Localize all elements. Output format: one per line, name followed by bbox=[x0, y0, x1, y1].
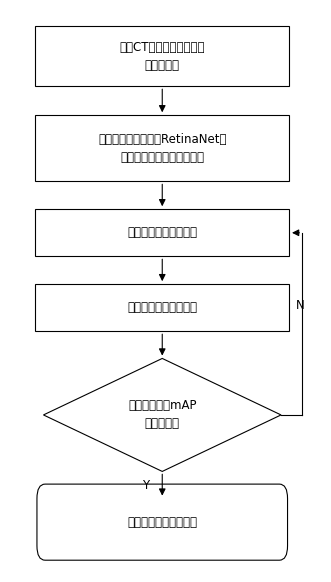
Text: 模型是否满足mAP
评估指标？: 模型是否满足mAP 评估指标？ bbox=[128, 399, 197, 431]
FancyBboxPatch shape bbox=[35, 284, 289, 331]
FancyBboxPatch shape bbox=[35, 26, 289, 86]
Text: 颅脑CT检查数据集准备及
数据预处理: 颅脑CT检查数据集准备及 数据预处理 bbox=[119, 41, 205, 72]
Text: 颅内出血检测模型训练: 颅内出血检测模型训练 bbox=[127, 226, 197, 239]
Text: 颅内出血检测模型验证: 颅内出血检测模型验证 bbox=[127, 301, 197, 314]
Text: 融合调窗优化模块和RetinaNet网
络的颅内出血检测模型构建: 融合调窗优化模块和RetinaNet网 络的颅内出血检测模型构建 bbox=[98, 133, 226, 164]
FancyBboxPatch shape bbox=[35, 209, 289, 257]
Text: 保存颅内出血检测模型: 保存颅内出血检测模型 bbox=[127, 516, 197, 528]
Text: N: N bbox=[296, 299, 305, 312]
FancyBboxPatch shape bbox=[35, 115, 289, 182]
FancyBboxPatch shape bbox=[37, 484, 288, 560]
Text: Y: Y bbox=[142, 479, 150, 492]
Polygon shape bbox=[43, 359, 281, 471]
